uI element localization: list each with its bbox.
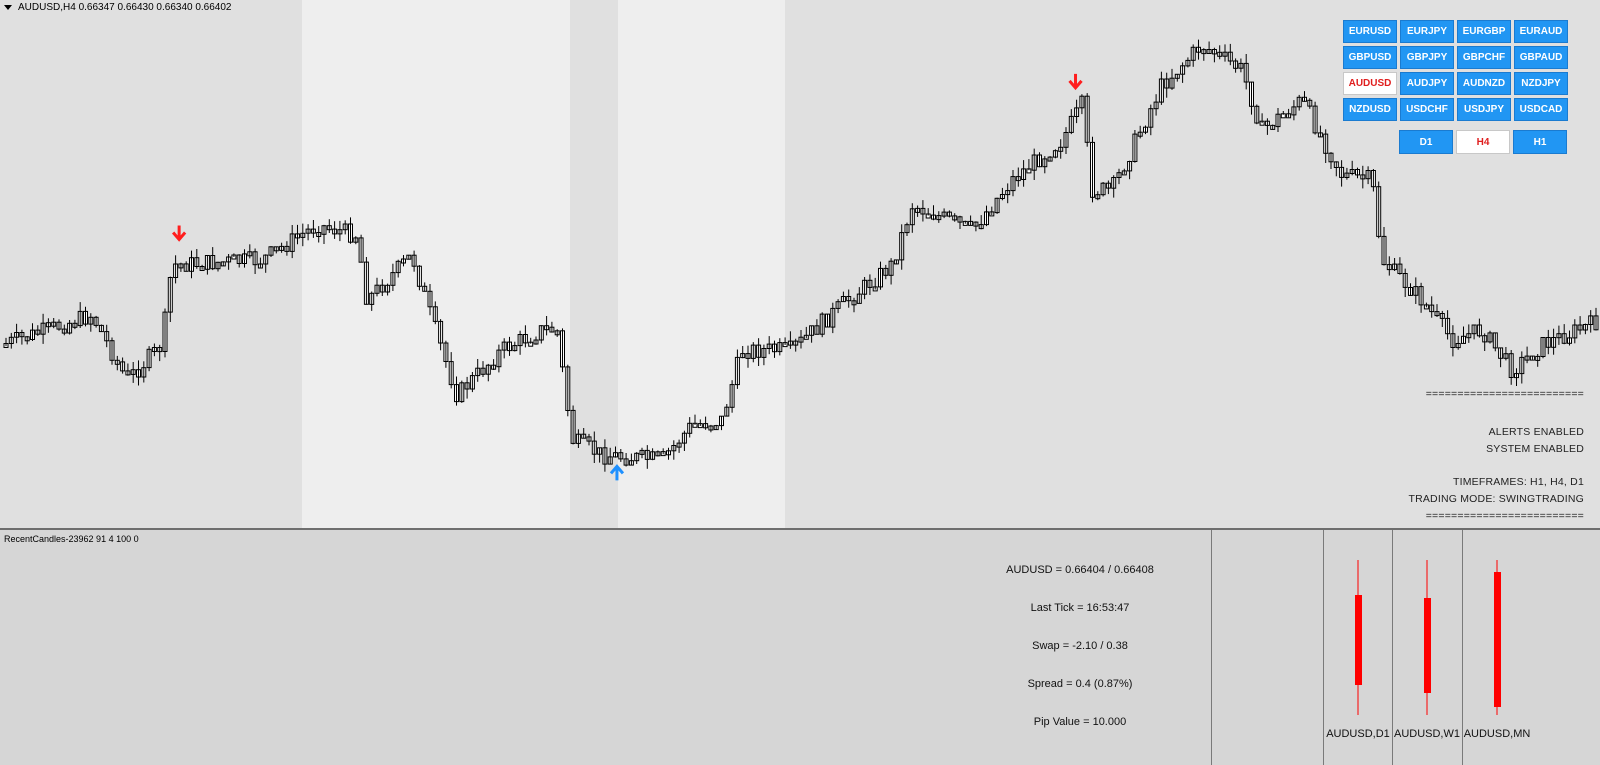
symbol-button-euraud[interactable]: EURAUD <box>1514 20 1568 43</box>
indicator-title: RecentCandles-23962 91 4 100 0 <box>4 534 139 544</box>
timeframe-button-row: D1 H4 H1 <box>1399 130 1567 154</box>
session-band <box>302 0 570 528</box>
symbol-button-audusd[interactable]: AUDUSD <box>1343 72 1397 95</box>
spread-line: Spread = 0.4 (0.87%) <box>1027 678 1133 690</box>
symbol-button-grid: EURUSD EURJPY EURGBP EURAUD GBPUSD GBPJPY GBPC… <box>1343 20 1568 121</box>
symbol-button-usdjpy[interactable]: USDJPY <box>1457 98 1511 121</box>
symbol-button-gbpaud[interactable]: GBPAUD <box>1514 46 1568 69</box>
sell-signal-arrow-icon <box>1068 73 1083 91</box>
timeframe-button-h1[interactable]: H1 <box>1513 130 1567 154</box>
panel-divider <box>1323 530 1324 765</box>
symbol-button-eurgbp[interactable]: EURGBP <box>1457 20 1511 43</box>
symbol-ohlc-label: AUDUSD,H4 0.66347 0.66430 0.66340 0.6640… <box>18 2 232 13</box>
symbol-button-audnzd[interactable]: AUDNZD <box>1457 72 1511 95</box>
alerts-status: ALERTS ENABLED <box>1488 426 1584 438</box>
quote-line: AUDUSD = 0.66404 / 0.66408 <box>1006 564 1154 576</box>
session-band <box>618 0 785 528</box>
panel-divider <box>1462 530 1463 765</box>
mn-candle-body <box>1494 572 1501 707</box>
symbol-button-nzdusd[interactable]: NZDUSD <box>1343 98 1397 121</box>
symbol-button-eurjpy[interactable]: EURJPY <box>1400 20 1454 43</box>
candlestick-chart-svg[interactable] <box>0 0 1600 530</box>
system-status: SYSTEM ENABLED <box>1486 443 1584 455</box>
timeframe-button-d1[interactable]: D1 <box>1399 130 1453 154</box>
sell-signal-arrow-icon <box>171 225 187 242</box>
main-price-chart[interactable]: AUDUSD,H4 0.66347 0.66430 0.66340 0.6640… <box>0 0 1600 530</box>
swap-line: Swap = -2.10 / 0.38 <box>1032 640 1128 652</box>
panel-divider <box>1392 530 1393 765</box>
chart-header: AUDUSD,H4 0.66347 0.66430 0.66340 0.6640… <box>4 2 232 13</box>
dropdown-triangle-icon[interactable] <box>4 5 12 10</box>
symbol-button-usdchf[interactable]: USDCHF <box>1400 98 1454 121</box>
last-tick-line: Last Tick = 16:53:47 <box>1030 602 1130 614</box>
symbol-button-nzdjpy[interactable]: NZDJPY <box>1514 72 1568 95</box>
symbol-button-gbpjpy[interactable]: GBPJPY <box>1400 46 1454 69</box>
pip-value-line: Pip Value = 10.000 <box>1033 716 1127 728</box>
buy-signal-arrow-icon <box>609 464 625 481</box>
indicator-subwindow[interactable]: RecentCandles-23962 91 4 100 0 AUDUSD = … <box>0 530 1600 765</box>
symbol-button-usdcad[interactable]: USDCAD <box>1514 98 1568 121</box>
trading-mode-status: TRADING MODE: SWINGTRADING <box>1408 493 1584 505</box>
status-separator-bottom: ========================= <box>1425 510 1584 522</box>
w1-candle-label: AUDUSD,W1 <box>1393 728 1460 740</box>
symbol-button-audjpy[interactable]: AUDJPY <box>1400 72 1454 95</box>
recent-candles-svg <box>1355 560 1501 715</box>
symbol-button-eurusd[interactable]: EURUSD <box>1343 20 1397 43</box>
symbol-button-gbpusd[interactable]: GBPUSD <box>1343 46 1397 69</box>
d1-candle-label: AUDUSD,D1 <box>1326 728 1390 740</box>
w1-candle-body <box>1424 598 1431 693</box>
session-band <box>0 0 302 528</box>
panel-divider <box>1211 530 1212 765</box>
session-band <box>785 0 1214 528</box>
timeframe-button-h4[interactable]: H4 <box>1456 130 1510 154</box>
mn-candle-label: AUDUSD,MN <box>1463 728 1531 740</box>
symbol-button-gbpchf[interactable]: GBPCHF <box>1457 46 1511 69</box>
status-separator-top: ========================= <box>1425 388 1584 400</box>
d1-candle-body <box>1355 595 1362 685</box>
timeframes-status: TIMEFRAMES: H1, H4, D1 <box>1452 476 1584 488</box>
